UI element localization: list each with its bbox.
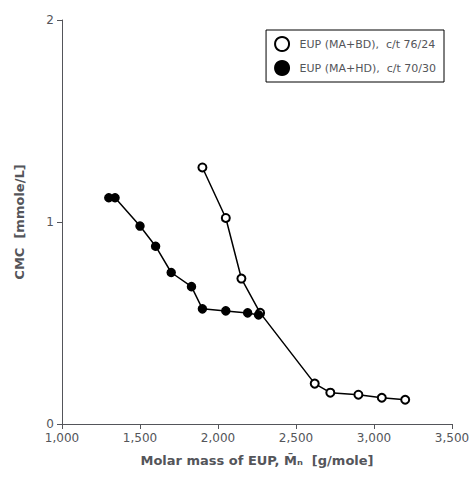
svg-text:1: 1 (46, 215, 54, 229)
svg-text:CMC [mmole/L]: CMC [mmole/L] (12, 164, 27, 279)
svg-text:3,000: 3,000 (357, 431, 391, 445)
svg-text:2,000: 2,000 (201, 431, 235, 445)
svg-text:2: 2 (46, 13, 54, 27)
svg-text:3,500: 3,500 (435, 431, 469, 445)
svg-text:1,000: 1,000 (45, 431, 79, 445)
svg-text:0: 0 (46, 417, 54, 431)
svg-text:2,500: 2,500 (279, 431, 313, 445)
svg-text:1,500: 1,500 (123, 431, 157, 445)
svg-text:EUP (MA+BD), c/t 76/24: EUP (MA+BD), c/t 76/24 (300, 38, 436, 51)
svg-text:Molar mass of EUP, M̄ₙ [g/mol: Molar mass of EUP, M̄ₙ [g/mole] (140, 453, 373, 468)
svg-text:EUP (MA+HD), c/t 70/30: EUP (MA+HD), c/t 70/30 (300, 62, 436, 75)
